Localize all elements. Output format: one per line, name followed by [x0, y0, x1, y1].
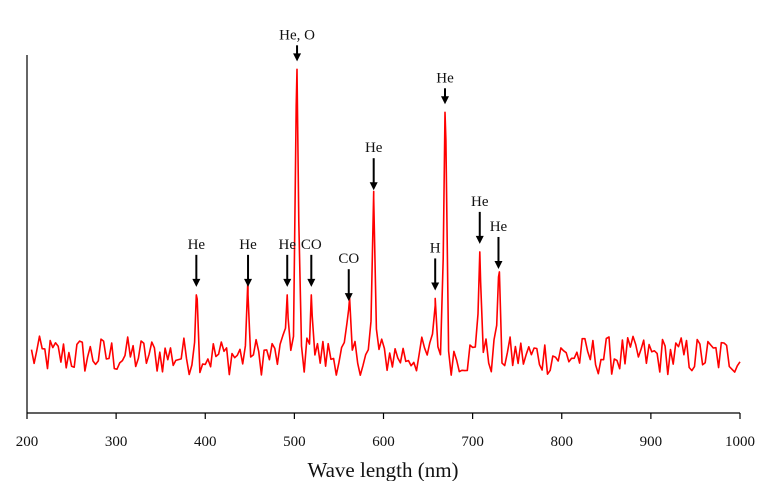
annotation-arrow-head — [293, 53, 302, 62]
x-tick-label: 700 — [461, 434, 484, 450]
annotation-arrow-head — [283, 278, 292, 287]
peak-label: He — [365, 140, 383, 156]
annotation-arrow-head — [244, 278, 253, 287]
x-tick-label: 1000 — [725, 434, 755, 450]
peak-label: H — [430, 240, 441, 256]
x-tick-label: 500 — [283, 434, 306, 450]
peak-label: CO — [338, 251, 359, 267]
peak-label: He, O — [279, 27, 315, 43]
peak-label: CO — [301, 237, 322, 253]
peak-label: He — [490, 219, 508, 235]
x-tick-label: 800 — [551, 434, 574, 450]
peak-label: He — [188, 237, 206, 253]
peak-label: He — [278, 237, 296, 253]
x-tick-label: 400 — [194, 434, 217, 450]
annotation-arrow-head — [494, 260, 503, 269]
spectrum-line — [30, 68, 741, 376]
x-tick-label: 600 — [372, 434, 395, 450]
annotation-arrow-head — [344, 293, 353, 302]
x-ticks: 200 300 400 500 600 700 800 900 1000 — [16, 413, 755, 450]
x-axis-title: Wave length (nm) — [307, 458, 458, 481]
x-tick-label: 900 — [640, 434, 663, 450]
peak-label: He — [239, 237, 257, 253]
x-tick-label: 300 — [105, 434, 128, 450]
annotation-arrow-head — [307, 278, 316, 287]
annotation-arrow-head — [192, 278, 201, 287]
annotation-arrow-head — [369, 182, 378, 191]
annotation-arrow-head — [431, 282, 440, 291]
peak-label: He — [471, 194, 489, 210]
annotation-arrow-head — [475, 235, 484, 244]
axes — [26, 55, 740, 414]
annotation-arrow-head — [440, 96, 449, 105]
x-tick-label: 200 — [16, 434, 39, 450]
peak-label: He — [436, 70, 454, 86]
